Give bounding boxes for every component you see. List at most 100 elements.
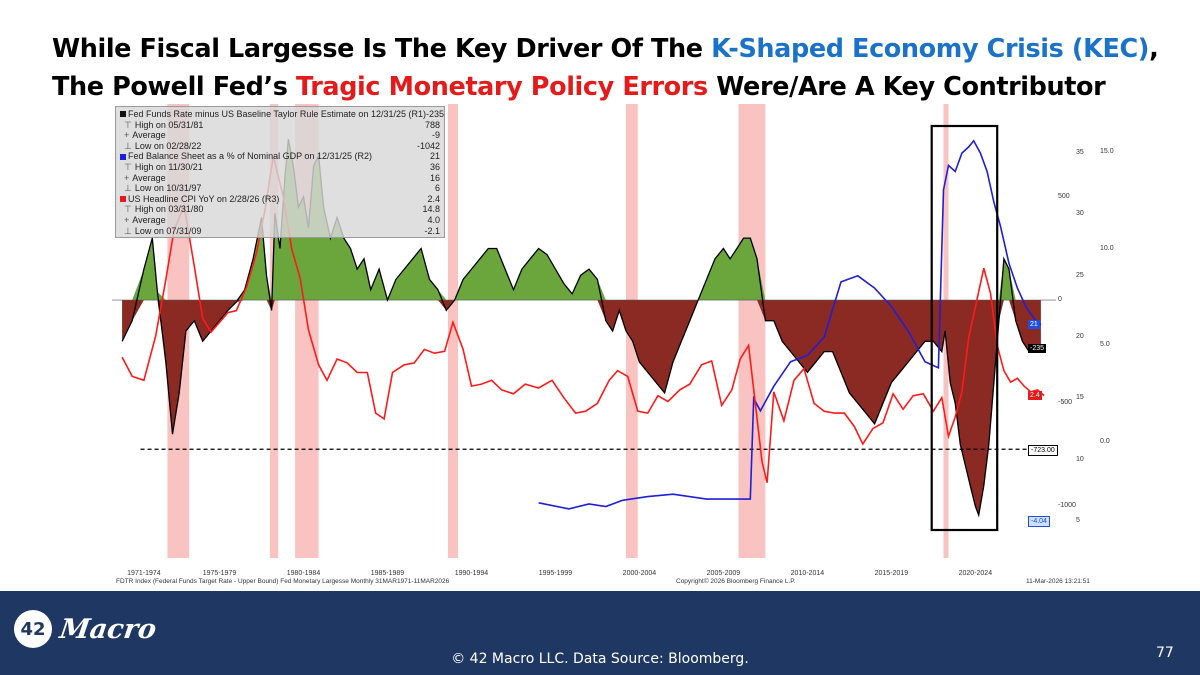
legend-value: -235 — [425, 109, 444, 119]
r1-tick-0: 500 — [1058, 192, 1070, 200]
legend-label: US Headline CPI YoY on 2/28/26 (R3) — [120, 194, 279, 205]
r2-tick-0: 35 — [1076, 149, 1084, 157]
legend-value: -1042 — [416, 140, 440, 151]
r1-last-value-tag: -235 — [1028, 344, 1047, 354]
legend-marker: + — [124, 172, 130, 183]
r1-tick-2: -500 — [1058, 399, 1073, 407]
legend-value: -2.1 — [424, 225, 440, 236]
title-line-2: The Powell Fed’s Tragic Monetary Policy … — [52, 72, 1106, 102]
legend-text: US Headline CPI YoY on 2/28/26 (R3) — [128, 193, 280, 204]
legend-value: 4.0 — [427, 214, 440, 225]
legend-swatch — [120, 196, 126, 203]
legend-text: High on 05/31/81 — [134, 119, 204, 130]
r3-last-value-tag: 2.4 — [1028, 391, 1042, 401]
legend-text: High on 11/30/21 — [134, 161, 203, 172]
chart-area — [112, 104, 1056, 558]
meta-copyright: Copyright© 2026 Bloomberg Finance L.P. — [676, 578, 796, 585]
legend-label: ⊤ High on 05/31/81 — [120, 120, 203, 131]
x-label-2: 1980-1984 — [286, 570, 321, 577]
r2-tick-5: 10 — [1076, 455, 1084, 463]
legend-stat-row: ⊤ High on 05/31/81 788 — [120, 120, 440, 131]
legend-series-row: Fed Funds Rate minus US Baseline Taylor … — [120, 109, 444, 120]
x-label-8: 2010-2014 — [790, 570, 825, 577]
legend-label: Fed Balance Sheet as a % of Nominal GDP … — [120, 151, 372, 162]
r2-tick-1: 30 — [1076, 210, 1084, 218]
x-label-1: 1975-1979 — [202, 570, 237, 577]
right-axes: 500 0 -500 -1000 35 30 25 20 15 10 5 15.0 10.0 5.0 0.0… — [1028, 104, 1116, 558]
r1-line — [121, 138, 1042, 518]
legend-label: + Average — [120, 130, 166, 141]
legend-value: 14.8 — [422, 204, 440, 215]
legend-swatch — [120, 111, 126, 118]
legend-label: ⊤ High on 11/30/21 — [120, 162, 203, 173]
r2-tick-3: 20 — [1076, 333, 1084, 341]
legend-value: 21 — [429, 151, 440, 162]
legend-swatch — [120, 153, 126, 160]
legend-stat-row: ⊥ Low on 10/31/97 6 — [120, 183, 440, 194]
logo-number: 42 — [14, 610, 52, 648]
title-policy-errors-highlight: Tragic Monetary Policy Errors — [296, 72, 708, 102]
legend-stat-row: ⊥ Low on 02/28/22 -1042 — [120, 141, 440, 152]
recession-band-1 — [269, 104, 279, 558]
legend-label: ⊤ High on 03/31/80 — [120, 204, 203, 215]
legend-marker: ⊥ — [124, 183, 132, 194]
reference-line-tag: -723.00 — [1028, 444, 1058, 456]
legend-stat-row: ⊤ High on 11/30/21 36 — [120, 162, 440, 173]
r3-tick-1: 10.0 — [1100, 244, 1114, 252]
x-label-10: 2020-2024 — [958, 570, 993, 577]
legend-stat-row: + Average 4.0 — [120, 215, 440, 226]
r3-tick-0: 15.0 — [1100, 148, 1114, 156]
legend-text: Fed Funds Rate minus US Baseline Taylor … — [128, 109, 426, 119]
legend-value: 2.4 — [427, 193, 440, 204]
legend-text: High on 03/31/80 — [134, 204, 204, 215]
legend-text: Average — [132, 214, 166, 225]
legend-text: Low on 10/31/97 — [134, 183, 202, 194]
footer-bar — [0, 591, 1200, 675]
x-label-6: 2000-2004 — [622, 570, 657, 577]
footer-source: © 42 Macro LLC. Data Source: Bloomberg. — [451, 651, 749, 667]
legend-marker: ⊥ — [124, 140, 132, 151]
legend-value: -9 — [431, 130, 440, 141]
legend-stat-row: ⊥ Low on 07/31/09 -2.1 — [120, 226, 440, 237]
r2-tick-2: 25 — [1076, 271, 1084, 279]
legend-series-row: Fed Balance Sheet as a % of Nominal GDP … — [120, 151, 440, 162]
x-label-4: 1990-1994 — [454, 570, 489, 577]
r1-tick-1: 0 — [1058, 296, 1062, 304]
recession-band-5 — [738, 104, 766, 558]
page-number: 77 — [1156, 645, 1174, 661]
legend-value: 6 — [434, 183, 440, 194]
legend-marker: ⊥ — [124, 225, 132, 236]
legend-label: + Average — [120, 173, 166, 184]
legend-value: 788 — [424, 119, 440, 130]
logo-wordmark: Macro — [57, 613, 159, 645]
legend-text: Fed Balance Sheet as a % of Nominal GDP … — [128, 151, 372, 162]
r3-bottom-tag: -4.04 — [1028, 515, 1050, 527]
x-axis-labels: 1971-1974 1975-1979 1980-1984 1985-1989 1990… — [112, 570, 1056, 580]
legend-stat-row: ⊤ High on 03/31/80 14.8 — [120, 204, 440, 215]
legend-marker: + — [124, 130, 130, 141]
legend-label: Fed Funds Rate minus US Baseline Taylor … — [120, 109, 426, 120]
meta-timestamp: 11-Mar-2026 13:21:51 — [1026, 578, 1090, 585]
legend-value: 36 — [429, 161, 440, 172]
legend-marker: ⊤ — [124, 161, 132, 172]
highlight-box — [930, 124, 999, 532]
r2-last-value-tag: 21 — [1028, 320, 1040, 330]
r1-negative-area — [122, 300, 1041, 516]
legend-stat-row: + Average 16 — [120, 173, 440, 184]
r2-tick-6: 5 — [1076, 517, 1080, 525]
x-label-7: 2005-2009 — [706, 570, 741, 577]
r2-tick-4: 15 — [1076, 394, 1084, 402]
x-label-0: 1971-1974 — [127, 570, 161, 577]
legend-value: 16 — [429, 172, 440, 183]
legend-marker: ⊤ — [124, 204, 132, 215]
legend-text: Low on 02/28/22 — [134, 140, 202, 151]
x-label-3: 1985-1989 — [370, 570, 405, 577]
legend-stat-row: + Average -9 — [120, 130, 440, 141]
legend-label: ⊥ Low on 02/28/22 — [120, 141, 201, 152]
r1-tick-3: -1000 — [1058, 502, 1076, 510]
legend-label: ⊥ Low on 07/31/09 — [120, 226, 201, 237]
x-label-5: 1995-1999 — [538, 570, 573, 577]
r3-tick-3: 0.0 — [1100, 438, 1110, 446]
legend-text: Average — [132, 130, 166, 141]
legend-text: Average — [132, 172, 166, 183]
